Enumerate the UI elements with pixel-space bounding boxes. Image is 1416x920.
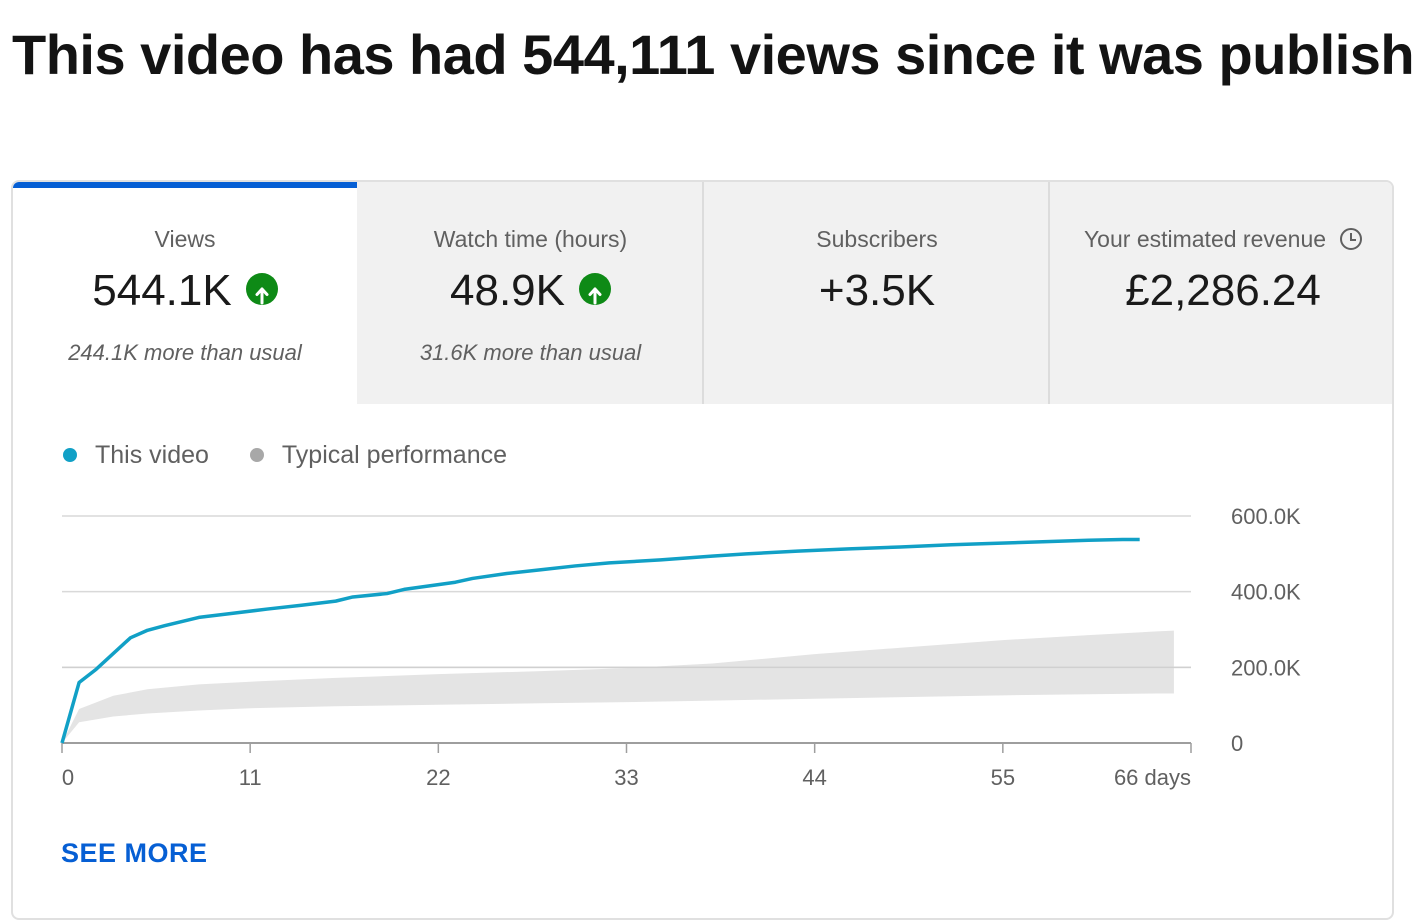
legend-item-typical: Typical performance <box>249 440 508 470</box>
chart-legend: This video Typical performance <box>63 440 541 470</box>
tab-subscribers[interactable]: Subscribers +3.5K <box>704 182 1050 404</box>
y-tick-label: 200.0K <box>1231 655 1301 680</box>
y-tick-label: 0 <box>1231 731 1243 756</box>
tab-value: +3.5K <box>818 266 936 315</box>
metric-tabs: Views 544.1K 244.1K more than usual Watc… <box>13 182 1392 406</box>
this-video-line <box>60 537 1140 744</box>
tab-divider <box>1048 182 1050 404</box>
tab-note: 244.1K more than usual <box>68 340 302 365</box>
tab-value: 544.1K <box>92 266 232 315</box>
tab-revenue[interactable]: Your estimated revenue £2,286.24 <box>1050 182 1392 404</box>
tab-value-row: 48.9K <box>357 266 704 316</box>
tab-views[interactable]: Views 544.1K 244.1K more than usual <box>13 182 357 404</box>
see-more-link[interactable]: SEE MORE <box>61 838 208 868</box>
tab-divider <box>702 182 704 404</box>
legend-label: Typical performance <box>281 440 508 469</box>
legend-dot-icon <box>63 448 77 462</box>
tab-value: 48.9K <box>450 266 565 315</box>
tab-title-row: Your estimated revenue <box>1050 226 1392 253</box>
tab-value-row: 544.1K <box>13 266 357 316</box>
tab-title: Watch time (hours) <box>433 226 628 252</box>
x-tick-label: 66 days <box>1114 765 1191 790</box>
y-tick-label: 400.0K <box>1231 580 1301 605</box>
typical-performance-band <box>62 630 1174 743</box>
views-chart[interactable]: 0 200.0K 400.0K 600.0K 0 11 22 33 44 55 66 days <box>13 482 1394 802</box>
clock-icon[interactable] <box>1340 227 1363 250</box>
x-tick-label: 44 <box>802 765 826 790</box>
x-tick-label: 22 <box>426 765 450 790</box>
tab-value: £2,286.24 <box>1125 266 1321 315</box>
x-tick-label: 55 <box>991 765 1015 790</box>
tab-watch-time[interactable]: Watch time (hours) 48.9K 31.6K more than… <box>357 182 704 404</box>
y-tick-label: 600.0K <box>1231 504 1301 529</box>
legend-dot-icon <box>249 448 264 462</box>
legend-label: This video <box>95 440 209 469</box>
trend-up-icon <box>578 273 611 306</box>
active-tab-indicator <box>13 182 357 188</box>
tab-title: Subscribers <box>816 226 938 252</box>
x-tick-label: 33 <box>614 765 638 790</box>
analytics-card: Views 544.1K 244.1K more than usual Watc… <box>11 180 1394 920</box>
trend-up-icon <box>245 273 278 306</box>
legend-item-this-video: This video <box>63 441 209 470</box>
x-tick-label: 11 <box>239 765 262 790</box>
tab-note: 31.6K more than usual <box>419 340 642 365</box>
page-title: This video has had 544,111 views since i… <box>12 23 1416 86</box>
tab-title: Views <box>154 226 216 252</box>
x-tick-label: 0 <box>62 765 74 790</box>
tab-title: Your estimated revenue <box>1083 226 1327 252</box>
